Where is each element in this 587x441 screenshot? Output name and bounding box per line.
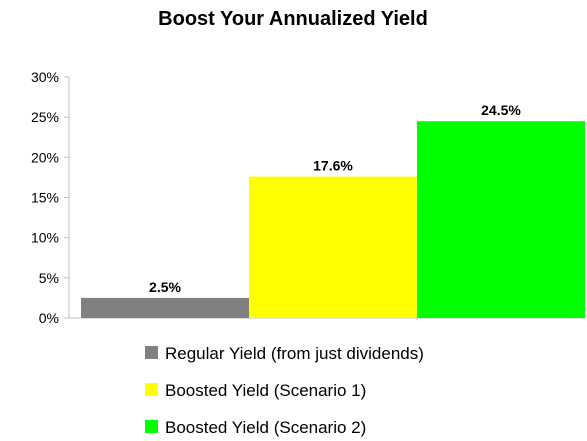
bar bbox=[81, 297, 249, 318]
y-tick-label: 25% bbox=[31, 109, 59, 125]
y-tick-label: 0% bbox=[39, 310, 59, 326]
legend-swatch bbox=[145, 383, 158, 396]
legend-label: Boosted Yield (Scenario 2) bbox=[165, 418, 366, 437]
bar bbox=[417, 121, 585, 318]
chart-title: Boost Your Annualized Yield bbox=[158, 8, 428, 30]
y-tick-label: 30% bbox=[31, 69, 59, 85]
y-tick-label: 15% bbox=[31, 190, 59, 206]
legend-label: Regular Yield (from just dividends) bbox=[165, 344, 424, 363]
data-label: 2.5% bbox=[149, 279, 181, 295]
data-label: 17.6% bbox=[313, 158, 353, 174]
legend-swatch bbox=[145, 346, 158, 359]
legend: Regular Yield (from just dividends) Boost… bbox=[145, 344, 424, 437]
y-tick-label: 10% bbox=[31, 230, 59, 246]
legend-swatch bbox=[145, 420, 158, 433]
y-tick-label: 20% bbox=[31, 149, 59, 165]
data-label: 24.5% bbox=[481, 102, 521, 118]
legend-label: Boosted Yield (Scenario 1) bbox=[165, 381, 366, 400]
bar bbox=[249, 176, 417, 318]
y-tick-label: 5% bbox=[39, 270, 59, 286]
bars bbox=[81, 121, 585, 318]
data-labels: 2.5% 17.6% 24.5% bbox=[149, 102, 521, 295]
